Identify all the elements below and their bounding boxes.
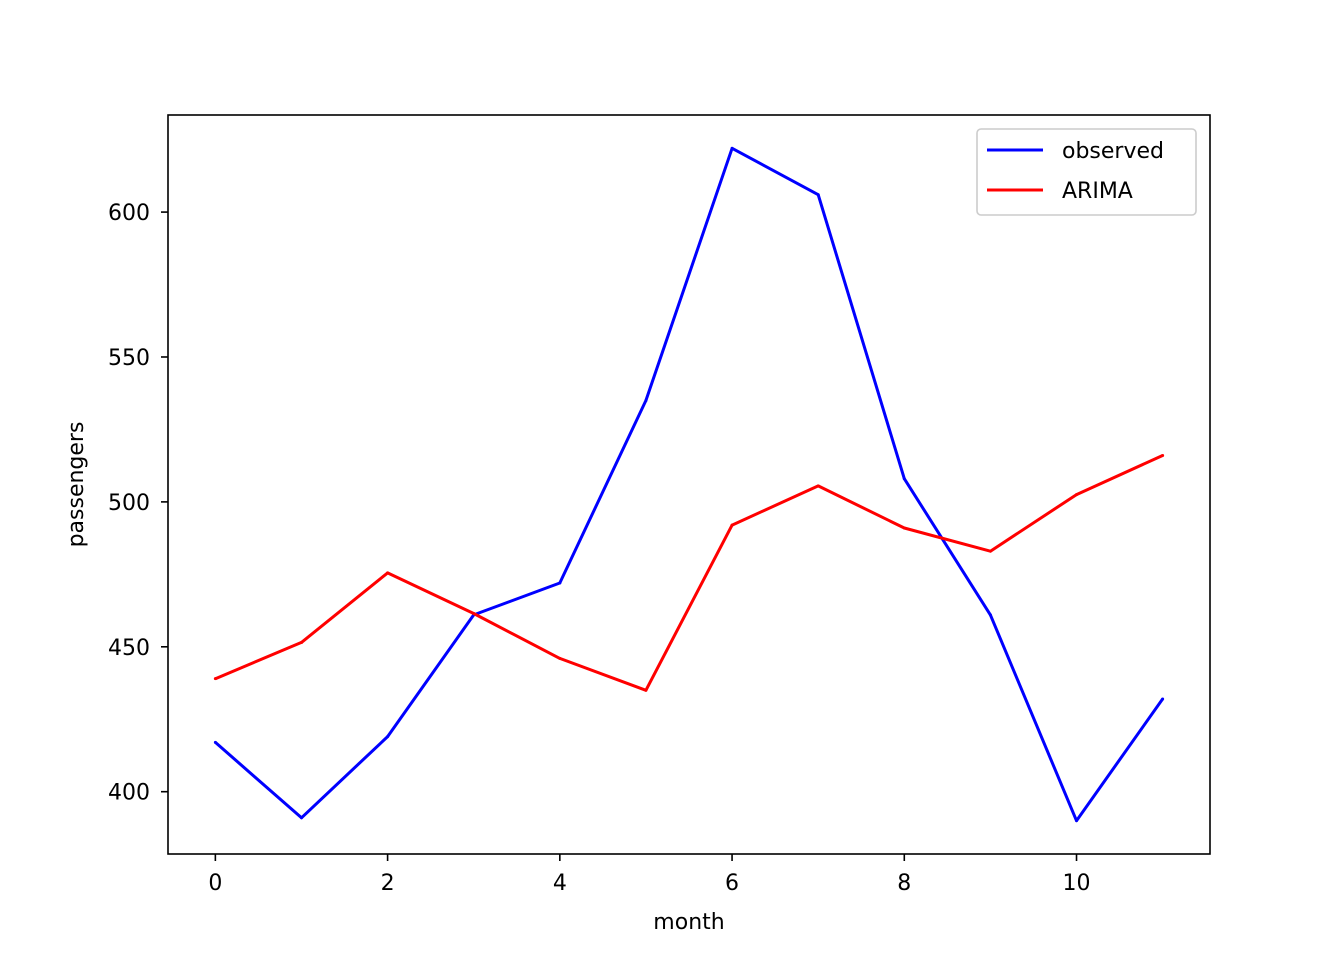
y-tick-label: 500 (108, 491, 150, 516)
x-tick-label: 4 (553, 871, 567, 896)
series-line-observed (214, 146, 1164, 823)
data-point-observed (902, 477, 906, 481)
x-tick-label: 2 (381, 871, 395, 896)
series-line-arima (214, 454, 1164, 692)
data-point-arima (730, 523, 734, 527)
data-point-arima (472, 611, 476, 615)
data-point-observed (730, 146, 734, 150)
data-point-observed (1161, 697, 1165, 701)
data-point-arima (1161, 454, 1165, 458)
axes-frame (167, 114, 1211, 855)
data-point-observed (1075, 819, 1079, 823)
legend-label-arima: ARIMA (1062, 179, 1133, 204)
data-point-arima (213, 677, 217, 681)
data-point-arima (299, 640, 303, 644)
data-point-arima (1075, 493, 1079, 497)
data-point-arima (386, 571, 390, 575)
data-point-arima (644, 688, 648, 692)
y-tick-label: 450 (108, 636, 150, 661)
data-point-observed (558, 581, 562, 585)
data-point-observed (213, 740, 217, 744)
x-tick-label: 6 (725, 871, 739, 896)
data-point-arima (558, 656, 562, 660)
x-axis: 0 2 4 6 8 10 (208, 854, 1091, 896)
data-point-observed (644, 398, 648, 402)
y-tick-label: 550 (108, 346, 150, 371)
data-point-observed (816, 193, 820, 197)
y-tick-label: 600 (108, 201, 150, 226)
x-axis-label: month (653, 910, 724, 935)
x-tick-label: 10 (1063, 871, 1091, 896)
x-tick-label: 0 (208, 871, 222, 896)
data-point-arima (902, 526, 906, 530)
data-point-arima (988, 549, 992, 553)
plot-area (213, 146, 1165, 823)
y-axis: 400 450 500 550 600 (108, 201, 168, 806)
data-point-observed (386, 735, 390, 739)
legend-label-observed: observed (1062, 139, 1164, 164)
data-point-arima (816, 484, 820, 488)
data-point-observed (988, 613, 992, 617)
x-tick-label: 8 (897, 871, 911, 896)
y-tick-label: 400 (108, 781, 150, 806)
legend: observed ARIMA (976, 128, 1197, 216)
y-axis-label: passengers (64, 422, 89, 548)
data-point-observed (299, 816, 303, 820)
